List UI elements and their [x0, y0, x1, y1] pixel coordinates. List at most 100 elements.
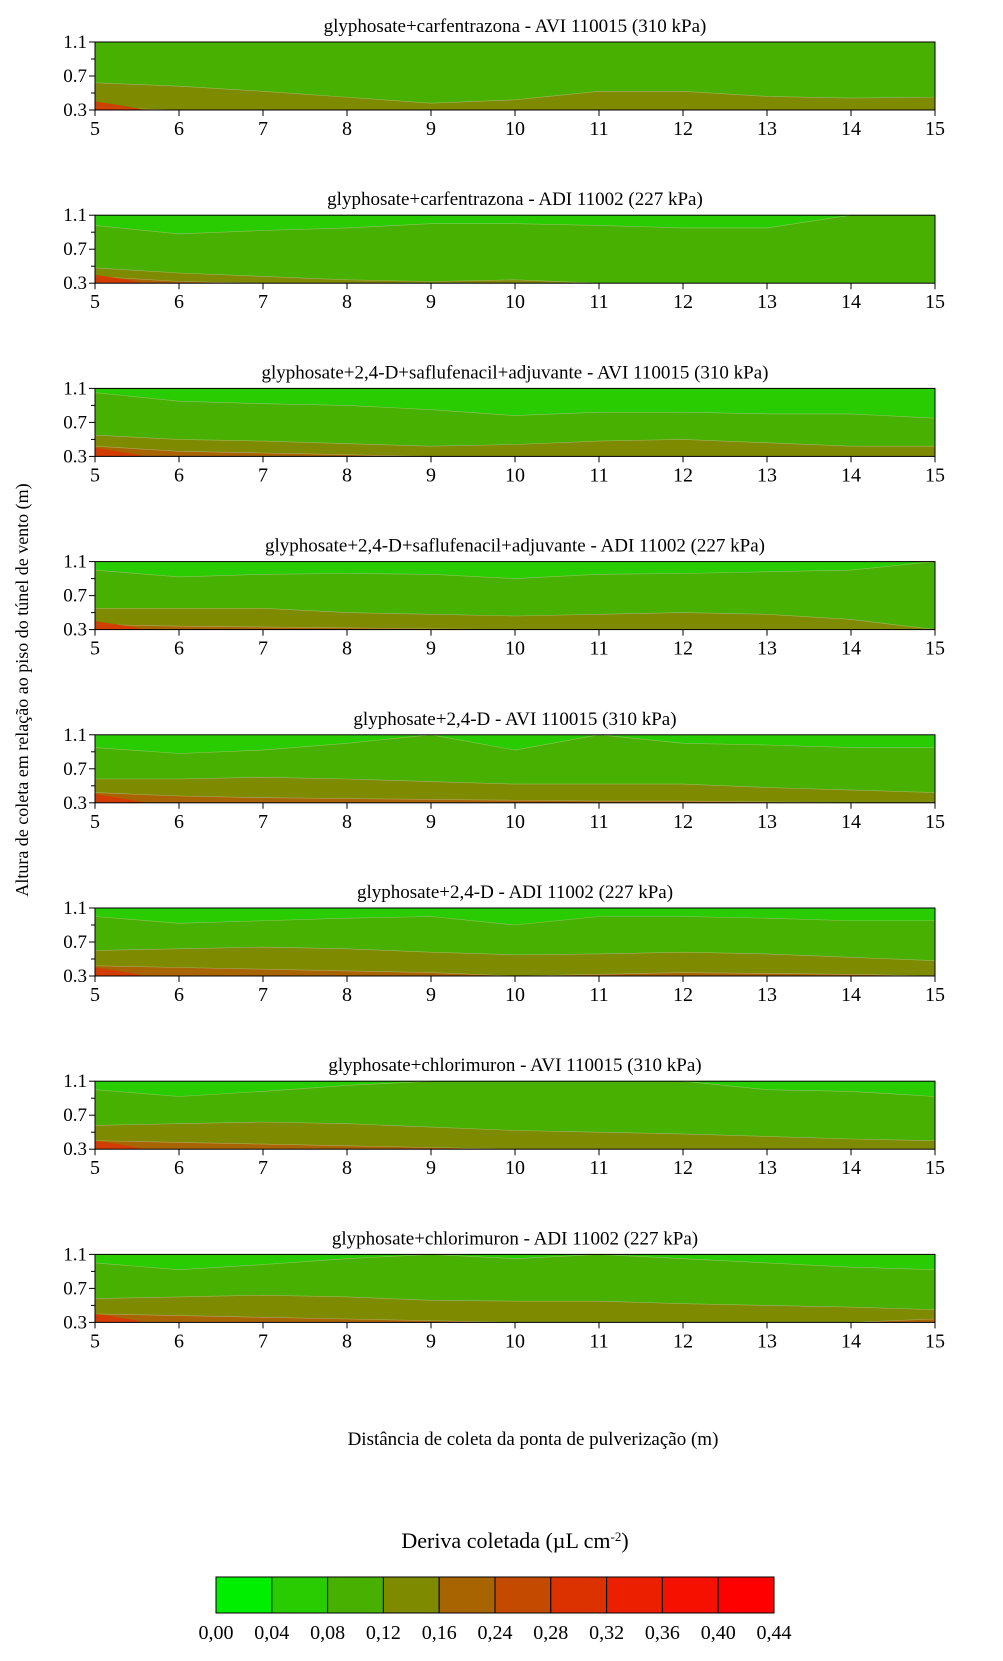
colorbar-swatch	[215, 1576, 273, 1614]
y-tick-label: 0.3	[63, 620, 87, 641]
panel-1: glyphosate+carfentrazona - AVI 110015 (3…	[63, 16, 945, 140]
x-tick-label: 8	[342, 464, 352, 486]
y-tick-label: 0.7	[63, 1105, 87, 1126]
x-tick-label: 6	[174, 638, 184, 660]
colorbar-swatch	[327, 1576, 384, 1614]
x-tick-label: 7	[258, 638, 268, 660]
x-tick-label: 5	[90, 1330, 100, 1352]
y-tick-label: 0.7	[63, 932, 87, 953]
x-tick-label: 15	[925, 291, 945, 313]
colorbar-title: Deriva coletada (µL cm-2)	[401, 1528, 628, 1553]
panel-4: glyphosate+2,4-D+saflufenacil+adjuvante …	[63, 536, 945, 660]
x-tick-label: 7	[258, 464, 268, 486]
x-tick-label: 15	[925, 118, 945, 140]
x-tick-label: 7	[258, 984, 268, 1006]
y-axis-label: Altura de coleta em relação ao piso do t…	[12, 483, 33, 896]
x-tick-label: 10	[505, 291, 525, 313]
panel-title: glyphosate+2,4-D - ADI 11002 (227 kPa)	[357, 882, 673, 903]
contour-band	[95, 967, 146, 976]
x-tick-label: 14	[841, 638, 861, 660]
colorbar-level-label: 0,00	[199, 1622, 234, 1644]
x-tick-label: 8	[342, 291, 352, 313]
x-tick-label: 15	[925, 984, 945, 1006]
x-tick-label: 13	[757, 118, 777, 140]
y-tick-label: 1.1	[63, 552, 87, 573]
colorbar-level-label: 0,44	[757, 1622, 792, 1644]
x-tick-label: 9	[426, 811, 436, 833]
x-tick-label: 15	[925, 1157, 945, 1179]
x-tick-label: 14	[841, 118, 861, 140]
y-tick-label: 0.7	[63, 412, 87, 433]
x-tick-label: 5	[90, 1157, 100, 1179]
x-tick-label: 7	[258, 1157, 268, 1179]
x-tick-label: 11	[589, 1330, 608, 1352]
y-tick-label: 0.7	[63, 586, 87, 607]
panel-5: glyphosate+2,4-D - AVI 110015 (310 kPa) 0…	[63, 709, 945, 833]
x-tick-label: 15	[925, 811, 945, 833]
panel-title: glyphosate+carfentrazona - ADI 11002 (22…	[327, 189, 703, 210]
x-tick-label: 10	[505, 638, 525, 660]
x-tick-label: 10	[505, 118, 525, 140]
x-tick-label: 6	[174, 464, 184, 486]
y-tick-label: 0.3	[63, 1139, 87, 1160]
y-tick-label: 1.1	[63, 1244, 87, 1265]
x-tick-label: 5	[90, 638, 100, 660]
x-tick-label: 13	[757, 984, 777, 1006]
x-tick-label: 11	[589, 811, 608, 833]
x-tick-label: 6	[174, 1330, 184, 1352]
y-tick-label: 0.7	[63, 1278, 87, 1299]
colorbar-swatch	[494, 1576, 552, 1614]
x-tick-label: 14	[841, 811, 861, 833]
x-axis-label: Distância de coleta da ponta de pulveriz…	[348, 1429, 719, 1450]
x-tick-label: 5	[90, 291, 100, 313]
x-tick-label: 9	[426, 291, 436, 313]
x-tick-label: 5	[90, 811, 100, 833]
x-tick-label: 5	[90, 118, 100, 140]
colorbar-level-label: 0,24	[478, 1622, 513, 1644]
x-tick-label: 12	[673, 464, 693, 486]
x-tick-label: 8	[342, 1330, 352, 1352]
x-tick-label: 10	[505, 464, 525, 486]
x-tick-label: 10	[505, 1157, 525, 1179]
x-tick-label: 6	[174, 118, 184, 140]
colorbar-title-sup: -2	[610, 1529, 621, 1544]
contour-band	[95, 621, 146, 630]
x-tick-label: 7	[258, 118, 268, 140]
x-tick-label: 7	[258, 811, 268, 833]
panel-8: glyphosate+chlorimuron - ADI 11002 (227 …	[63, 1228, 945, 1352]
contour-band	[95, 447, 146, 457]
colorbar-level-label: 0,16	[422, 1622, 457, 1644]
x-tick-label: 12	[673, 118, 693, 140]
x-tick-label: 9	[426, 1157, 436, 1179]
x-tick-label: 5	[90, 984, 100, 1006]
x-tick-label: 11	[589, 291, 608, 313]
x-tick-label: 11	[589, 464, 608, 486]
colorbar-swatch	[717, 1576, 775, 1614]
x-tick-label: 10	[505, 984, 525, 1006]
x-tick-label: 9	[426, 464, 436, 486]
x-tick-label: 7	[258, 291, 268, 313]
x-tick-label: 13	[757, 638, 777, 660]
y-tick-label: 0.3	[63, 793, 87, 814]
panel-title: glyphosate+2,4-D+saflufenacil+adjuvante …	[261, 362, 768, 383]
x-tick-label: 9	[426, 118, 436, 140]
colorbar-level-label: 0,28	[533, 1622, 568, 1644]
colorbar: 0,00 0,04 0,08 0,12 0,16 0,24 0,28 0,32 0,36 0,40…	[199, 1576, 792, 1644]
colorbar-level-label: 0,40	[701, 1622, 736, 1644]
x-tick-label: 9	[426, 984, 436, 1006]
colorbar-swatch	[661, 1576, 719, 1614]
y-tick-label: 0.3	[63, 273, 87, 294]
x-tick-label: 13	[757, 291, 777, 313]
colorbar-title-end: )	[621, 1528, 628, 1553]
panel-title: glyphosate+carfentrazona - AVI 110015 (3…	[324, 16, 707, 37]
x-tick-label: 9	[426, 1330, 436, 1352]
y-tick-label: 1.1	[63, 898, 87, 919]
y-tick-label: 0.3	[63, 966, 87, 987]
x-tick-label: 10	[505, 811, 525, 833]
x-tick-label: 8	[342, 1157, 352, 1179]
x-tick-label: 14	[841, 1157, 861, 1179]
x-tick-label: 12	[673, 811, 693, 833]
contour-band	[95, 274, 146, 284]
colorbar-level-label: 0,32	[589, 1622, 624, 1644]
x-tick-label: 9	[426, 638, 436, 660]
